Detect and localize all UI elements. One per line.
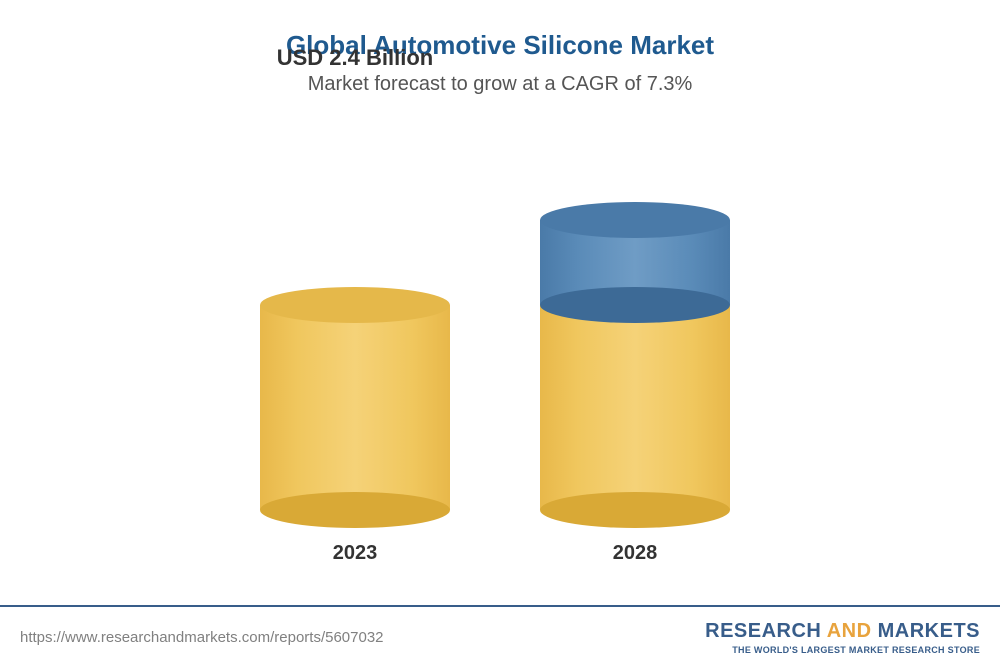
- logo-tagline: THE WORLD'S LARGEST MARKET RESEARCH STOR…: [705, 645, 980, 655]
- cylinder-top: [540, 202, 730, 238]
- footer-url: https://www.researchandmarkets.com/repor…: [20, 629, 384, 646]
- logo-word-and: AND: [827, 620, 872, 642]
- chart-container: Global Automotive Silicone Market Market…: [0, 0, 1000, 667]
- cylinder-mid: [540, 287, 730, 323]
- logo-word-research: RESEARCH: [705, 620, 821, 642]
- cylinder-segment-bottom: [540, 305, 730, 510]
- footer-logo: RESEARCH AND MARKETS THE WORLD'S LARGEST…: [705, 620, 980, 655]
- bar-2028: USD 3.4 Billion 2028: [540, 220, 730, 510]
- chart-title: Global Automotive Silicone Market: [0, 0, 1000, 61]
- footer: https://www.researchandmarkets.com/repor…: [0, 605, 1000, 667]
- logo-word-markets: MARKETS: [878, 620, 980, 642]
- value-label-2023: USD 2.4 Billion: [230, 45, 480, 71]
- cylinder-top: [260, 287, 450, 323]
- year-label-2023: 2023: [260, 542, 450, 565]
- cylinder-bottom: [540, 492, 730, 528]
- cylinder-bottom: [260, 492, 450, 528]
- chart-area: USD 2.4 Billion 2023 USD 3.4 Billion: [0, 130, 1000, 560]
- cylinder-2028: [540, 220, 730, 510]
- cylinder-segment-top: [540, 220, 730, 305]
- bar-2023: USD 2.4 Billion 2023: [260, 305, 450, 510]
- year-label-2028: 2028: [540, 542, 730, 565]
- cylinder-body: [540, 305, 730, 510]
- cylinder-body: [260, 305, 450, 510]
- chart-subtitle: Market forecast to grow at a CAGR of 7.3…: [0, 73, 1000, 96]
- cylinder-2023: [260, 305, 450, 510]
- logo-text: RESEARCH AND MARKETS: [705, 620, 980, 643]
- cylinder-segment: [260, 305, 450, 510]
